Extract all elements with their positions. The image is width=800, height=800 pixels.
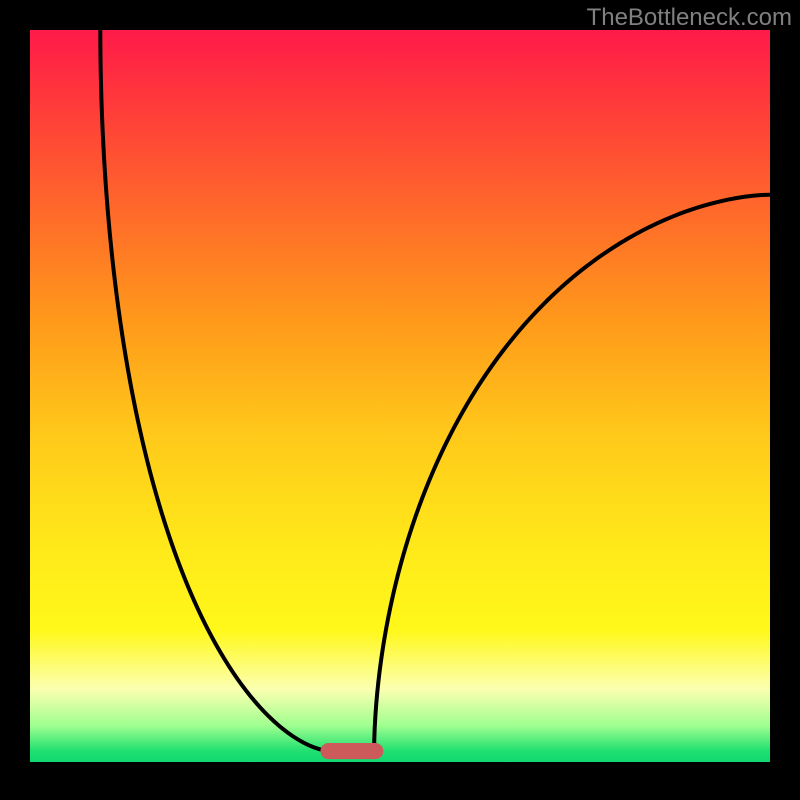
- watermark-label: TheBottleneck.com: [587, 4, 792, 32]
- plot-area: [30, 30, 770, 762]
- plot-svg: [30, 30, 770, 762]
- gradient-background: [30, 30, 770, 762]
- optimum-marker: [320, 743, 383, 759]
- chart-frame: TheBottleneck.com: [0, 0, 800, 800]
